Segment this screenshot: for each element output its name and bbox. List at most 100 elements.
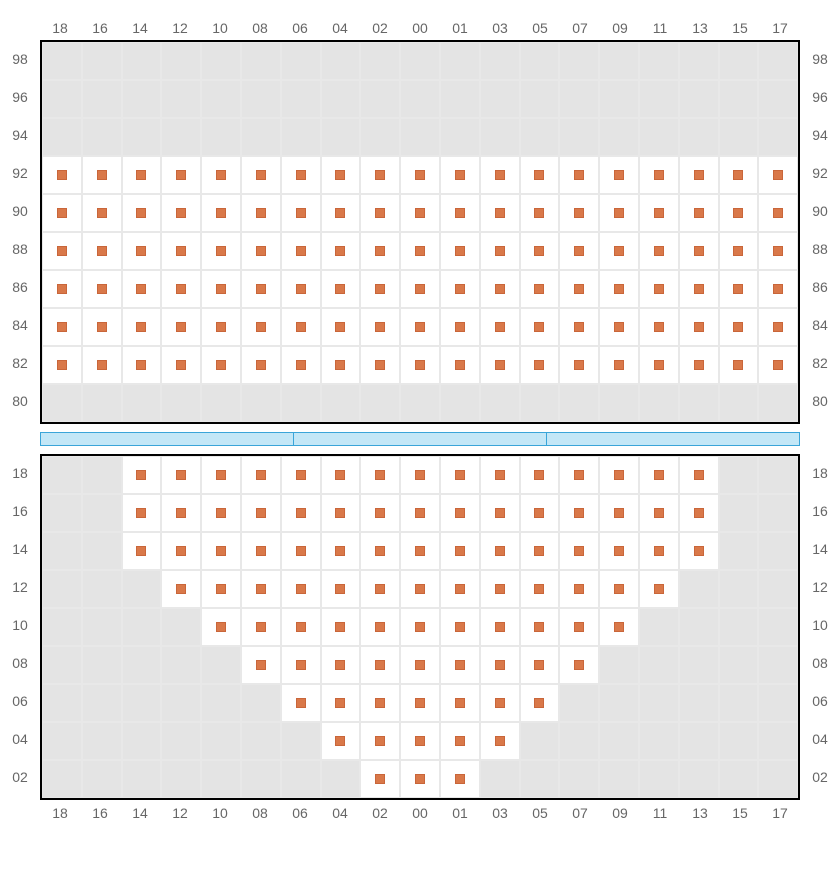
seat-cell[interactable] [281, 684, 321, 722]
seat-cell[interactable] [241, 270, 281, 308]
seat-cell[interactable] [360, 346, 400, 384]
seat-cell[interactable] [122, 308, 162, 346]
seat-cell[interactable] [758, 194, 798, 232]
seat-cell[interactable] [321, 532, 361, 570]
seat-cell[interactable] [321, 456, 361, 494]
seat-cell[interactable] [520, 646, 560, 684]
seat-cell[interactable] [321, 232, 361, 270]
seat-cell[interactable] [559, 608, 599, 646]
seat-cell[interactable] [559, 456, 599, 494]
seat-cell[interactable] [161, 494, 201, 532]
seat-cell[interactable] [599, 346, 639, 384]
seat-cell[interactable] [480, 194, 520, 232]
seat-cell[interactable] [400, 684, 440, 722]
seat-cell[interactable] [480, 608, 520, 646]
seat-cell[interactable] [719, 232, 759, 270]
seat-cell[interactable] [122, 346, 162, 384]
seat-cell[interactable] [82, 156, 122, 194]
seat-cell[interactable] [559, 308, 599, 346]
seat-cell[interactable] [480, 232, 520, 270]
seat-cell[interactable] [161, 570, 201, 608]
seat-cell[interactable] [400, 270, 440, 308]
seat-cell[interactable] [480, 156, 520, 194]
seat-cell[interactable] [360, 646, 400, 684]
seat-cell[interactable] [639, 232, 679, 270]
seat-cell[interactable] [520, 532, 560, 570]
seat-cell[interactable] [201, 532, 241, 570]
seat-cell[interactable] [82, 308, 122, 346]
seat-cell[interactable] [42, 308, 82, 346]
seat-cell[interactable] [42, 270, 82, 308]
seat-cell[interactable] [758, 156, 798, 194]
seat-cell[interactable] [321, 570, 361, 608]
seat-cell[interactable] [360, 570, 400, 608]
seat-cell[interactable] [599, 308, 639, 346]
seat-cell[interactable] [599, 232, 639, 270]
seat-cell[interactable] [559, 156, 599, 194]
seat-cell[interactable] [639, 532, 679, 570]
seat-cell[interactable] [440, 684, 480, 722]
seat-cell[interactable] [161, 270, 201, 308]
seat-cell[interactable] [321, 684, 361, 722]
seat-cell[interactable] [440, 608, 480, 646]
seat-cell[interactable] [161, 156, 201, 194]
seat-cell[interactable] [520, 156, 560, 194]
seat-cell[interactable] [122, 232, 162, 270]
seat-cell[interactable] [440, 570, 480, 608]
seat-cell[interactable] [520, 570, 560, 608]
seat-cell[interactable] [360, 494, 400, 532]
seat-cell[interactable] [321, 270, 361, 308]
seat-cell[interactable] [400, 608, 440, 646]
seat-cell[interactable] [201, 270, 241, 308]
seat-cell[interactable] [440, 156, 480, 194]
seat-cell[interactable] [400, 232, 440, 270]
seat-cell[interactable] [719, 194, 759, 232]
seat-cell[interactable] [400, 346, 440, 384]
seat-cell[interactable] [599, 532, 639, 570]
seat-cell[interactable] [201, 608, 241, 646]
seat-cell[interactable] [559, 232, 599, 270]
seat-cell[interactable] [281, 270, 321, 308]
seat-cell[interactable] [82, 270, 122, 308]
seat-cell[interactable] [559, 346, 599, 384]
seat-cell[interactable] [201, 156, 241, 194]
seat-cell[interactable] [122, 494, 162, 532]
seat-cell[interactable] [281, 532, 321, 570]
seat-cell[interactable] [122, 194, 162, 232]
seat-cell[interactable] [321, 722, 361, 760]
seat-cell[interactable] [400, 456, 440, 494]
seat-cell[interactable] [440, 232, 480, 270]
seat-cell[interactable] [400, 156, 440, 194]
seat-cell[interactable] [719, 308, 759, 346]
seat-cell[interactable] [440, 722, 480, 760]
seat-cell[interactable] [241, 608, 281, 646]
seat-cell[interactable] [360, 456, 400, 494]
seat-cell[interactable] [201, 308, 241, 346]
seat-cell[interactable] [679, 456, 719, 494]
seat-cell[interactable] [480, 722, 520, 760]
seat-cell[interactable] [440, 346, 480, 384]
seat-cell[interactable] [440, 646, 480, 684]
seat-cell[interactable] [559, 532, 599, 570]
seat-cell[interactable] [241, 194, 281, 232]
seat-cell[interactable] [440, 532, 480, 570]
seat-cell[interactable] [400, 308, 440, 346]
seat-cell[interactable] [360, 684, 400, 722]
seat-cell[interactable] [599, 456, 639, 494]
seat-cell[interactable] [679, 156, 719, 194]
seat-cell[interactable] [559, 646, 599, 684]
seat-cell[interactable] [639, 194, 679, 232]
seat-cell[interactable] [599, 156, 639, 194]
seat-cell[interactable] [679, 494, 719, 532]
seat-cell[interactable] [520, 194, 560, 232]
seat-cell[interactable] [42, 156, 82, 194]
seat-cell[interactable] [520, 684, 560, 722]
seat-cell[interactable] [281, 346, 321, 384]
seat-cell[interactable] [281, 646, 321, 684]
seat-cell[interactable] [480, 456, 520, 494]
seat-cell[interactable] [679, 346, 719, 384]
seat-cell[interactable] [639, 570, 679, 608]
seat-cell[interactable] [639, 346, 679, 384]
seat-cell[interactable] [758, 346, 798, 384]
seat-cell[interactable] [440, 456, 480, 494]
